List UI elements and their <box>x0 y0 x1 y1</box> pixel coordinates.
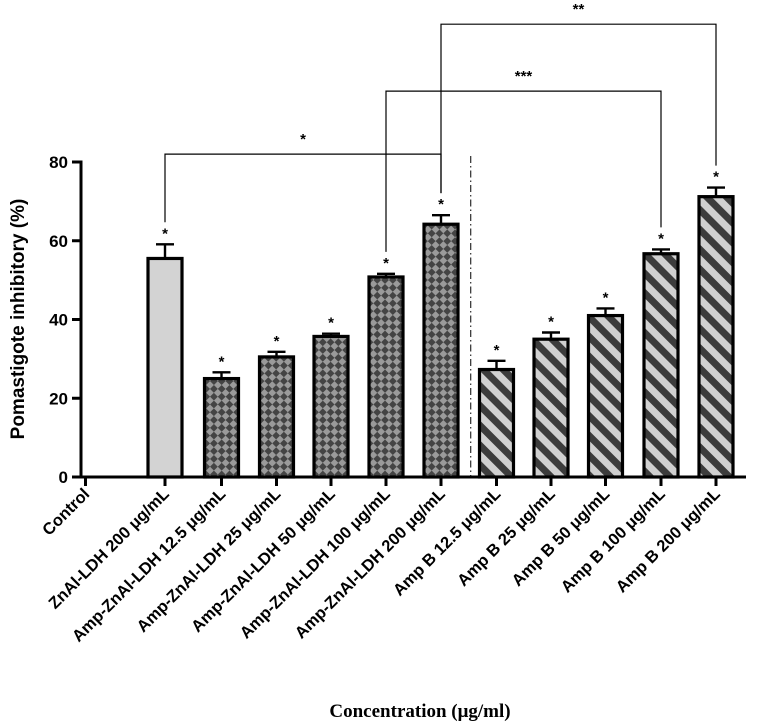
significance-mark: * <box>328 315 334 332</box>
bar <box>697 195 735 479</box>
y-axis: 0 20 40 60 80 <box>49 153 83 487</box>
y-tick-label: 0 <box>59 468 68 487</box>
bar <box>477 367 516 479</box>
significance-mark: * <box>548 313 554 330</box>
y-tick-label: 20 <box>49 389 68 408</box>
comparison-label: * <box>300 131 306 148</box>
category-label: Amp B 50 μg/mL <box>509 485 614 590</box>
comparison-label: *** <box>515 68 533 85</box>
significance-mark: * <box>438 196 444 213</box>
bar <box>532 337 570 479</box>
significance-mark: * <box>713 169 719 186</box>
bar <box>146 256 184 479</box>
significance-mark: * <box>219 353 225 370</box>
y-ticks: 0 20 40 60 80 <box>49 153 81 487</box>
category-label: Amp B 12.5 μg/mL <box>390 485 505 600</box>
category-label: Control <box>39 485 93 539</box>
category-label: Amp B 100 μg/mL <box>558 485 669 596</box>
comparison-bracket <box>164 153 442 223</box>
bar <box>202 376 241 479</box>
plot-area: ***************** <box>146 1 735 479</box>
significance-mark: * <box>383 255 389 272</box>
bar <box>586 313 625 479</box>
significance-mark: * <box>494 342 500 359</box>
significance-mark: * <box>658 230 664 247</box>
bar <box>257 355 296 479</box>
category-label: Amp B 200 μg/mL <box>613 485 724 596</box>
significance-mark: * <box>162 225 168 242</box>
y-axis-label: Pomastigote inhibitory (%) <box>8 199 29 440</box>
bar <box>422 222 460 479</box>
significance-mark: * <box>603 289 609 306</box>
y-tick-label: 60 <box>49 232 68 251</box>
bar <box>367 275 405 479</box>
bar <box>312 334 350 479</box>
comparison-label: ** <box>573 1 585 18</box>
significance-mark: * <box>274 333 280 350</box>
comparison-bracket <box>440 23 717 194</box>
category-label: Amp B 25 μg/mL <box>454 485 559 590</box>
y-tick-label: 80 <box>49 153 68 172</box>
x-axis-label: Concentration (μg/ml) <box>329 701 510 722</box>
comparison-bracket <box>385 90 662 252</box>
bar <box>642 252 680 479</box>
y-tick-label: 40 <box>49 311 68 330</box>
